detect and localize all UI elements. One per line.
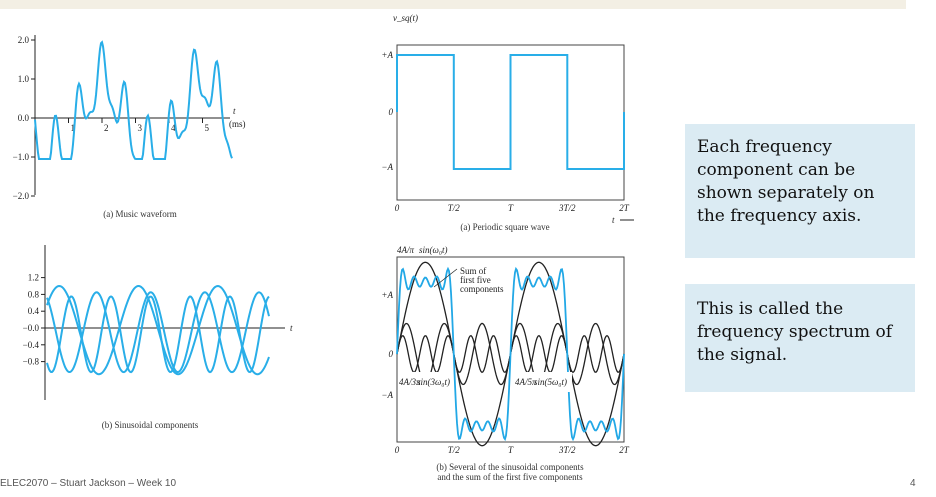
fourier-sum-caption-2: and the sum of the first five components — [437, 472, 583, 482]
x-unit-label: (ms) — [229, 119, 246, 129]
x-tick-label: 4 — [171, 123, 176, 133]
x-axis-label: t — [612, 215, 615, 225]
x-tick-label: 2T — [619, 203, 630, 213]
sinusoid-component-3 — [46, 295, 270, 374]
page-number: 4 — [910, 478, 916, 489]
callout-frequency-axis: Each frequency component can be shown se… — [685, 124, 915, 258]
third-label-bg — [398, 372, 452, 392]
y-tick-label: +A — [381, 50, 393, 60]
x-axis-label: t — [290, 323, 293, 333]
x-axis-label: t — [233, 106, 236, 116]
music-waveform-caption: (a) Music waveform — [103, 209, 177, 219]
sum-of-five-curve — [396, 266, 625, 442]
y-tick-label: 0 — [389, 349, 394, 359]
sum-label-line: first five — [460, 275, 491, 285]
y-tick-label: −0.4 — [23, 340, 40, 350]
third-label: sin(3ω₀t) — [417, 377, 450, 387]
sinusoidal-components-chart: 1.2 0.8 0.4 −0.0 −0.4 −0.8 t — [23, 245, 293, 400]
y-tick-label: −0.8 — [23, 357, 40, 367]
x-tick-label: 5 — [205, 123, 210, 133]
square-wave-caption: (a) Periodic square wave — [460, 222, 550, 232]
third-coef-label: 4A/3π — [399, 377, 421, 387]
y-tick-label: 1.2 — [28, 273, 39, 283]
y-tick-label: 0.4 — [28, 306, 40, 316]
x-tick-label: T — [508, 445, 514, 455]
square-wave-chart: v_sq(t) +A 0 −A 0 T/2 T 3T/2 2T t — [381, 13, 634, 225]
x-tick-label: 0 — [395, 445, 400, 455]
y-axis-label: v_sq(t) — [393, 13, 418, 23]
y-tick-label: 0.8 — [28, 289, 40, 299]
x-tick-label: T/2 — [448, 203, 461, 213]
x-tick-label: 3T/2 — [558, 203, 576, 213]
music-waveform-chart: 2.0 1.0 0.0 −1.0 −2.0 1 2 3 4 5 t (ms) — [13, 35, 246, 201]
x-tick-label: T/2 — [448, 445, 461, 455]
x-tick-label: T — [508, 203, 514, 213]
y-tick-label: 1.0 — [18, 74, 30, 84]
y-tick-label: −A — [381, 390, 393, 400]
y-tick-label: +A — [381, 290, 393, 300]
sinusoidal-components-caption: (b) Sinusoidal components — [101, 420, 199, 430]
x-tick-label: 0 — [395, 203, 400, 213]
sum-label-line: Sum of — [460, 266, 486, 276]
y-tick-label: −2.0 — [13, 191, 30, 201]
fifth-label-bg — [514, 372, 572, 392]
x-tick-label: 3 — [138, 123, 143, 133]
fundamental-label: sin(ω₀t) — [419, 245, 447, 255]
header-band — [0, 0, 906, 9]
music-waveform-curve — [34, 40, 233, 160]
x-tick-label: 2 — [104, 123, 109, 133]
fourier-sum-caption-1: (b) Several of the sinusoidal components — [436, 462, 584, 472]
sum-label-leader — [433, 268, 458, 288]
y-tick-label: −A — [381, 162, 393, 172]
fourier-sum-chart: +A 0 −A 0 T/2 T 3T/2 2T 4A/π sin(ω₀t) Sum offirst … — [381, 245, 630, 455]
sum-label-line: components — [460, 284, 504, 294]
square-wave-curve — [396, 54, 625, 170]
footer-course-info: ELEC2070 – Stuart Jackson – Week 10 — [0, 478, 177, 489]
y-tick-label: 0 — [389, 107, 394, 117]
y-tick-label: −0.0 — [23, 323, 40, 333]
y-tick-label: −1.0 — [13, 152, 30, 162]
x-tick-label: 3T/2 — [558, 445, 576, 455]
y-tick-label: 2.0 — [18, 35, 30, 45]
fifth-coef-label: 4A/5π — [515, 377, 537, 387]
callout-frequency-spectrum: This is called the frequency spectrum of… — [685, 284, 915, 392]
sinusoid-component-2 — [46, 291, 270, 374]
y-tick-label: 0.0 — [18, 113, 30, 123]
x-tick-label: 2T — [619, 445, 630, 455]
fundamental-coef-label: 4A/π — [397, 245, 414, 255]
x-tick-label: 1 — [71, 123, 76, 133]
fifth-label: sin(5ω₀t) — [534, 377, 567, 387]
